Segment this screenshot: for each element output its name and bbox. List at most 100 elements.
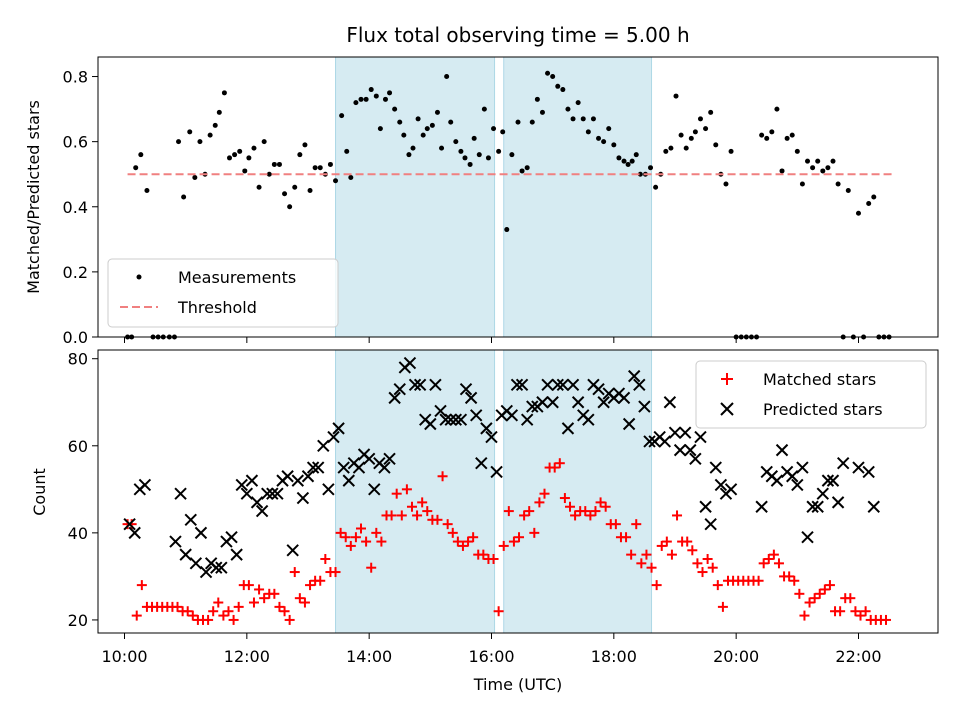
matched-point [340, 532, 351, 543]
matched-point [707, 562, 718, 573]
measurement-point [439, 145, 445, 151]
matched-point [417, 497, 428, 508]
predicted-point [770, 474, 784, 487]
matched-point [753, 575, 764, 586]
measurement-point [227, 155, 233, 161]
measurement-point [287, 204, 293, 210]
y-tick-label: 0.4 [63, 198, 88, 217]
measurement-point [708, 109, 714, 115]
predicted-point [678, 426, 692, 439]
top-axes-frame [97, 56, 939, 338]
matched-point [478, 549, 489, 560]
measurement-point [382, 96, 388, 102]
measurement-point [774, 106, 780, 112]
top-y-ticks: 0.0 0.2 0.4 0.6 0.8 [63, 68, 98, 347]
measurement-point [529, 119, 535, 125]
measurement-point [424, 126, 430, 132]
matched-point [447, 527, 458, 538]
bottom-marks [122, 356, 892, 625]
matched-point [702, 553, 713, 564]
measurement-point [779, 168, 785, 174]
measurement-point [789, 132, 795, 138]
measurement-point [585, 129, 591, 135]
predicted-point [806, 500, 819, 513]
matched-point [386, 510, 397, 521]
predicted-point [306, 461, 320, 474]
measurement-point [534, 96, 540, 102]
matched-point [391, 488, 402, 499]
matched-point [626, 549, 637, 560]
measurement-point [312, 165, 318, 171]
matched-point [641, 549, 652, 560]
measurement-point [373, 93, 379, 99]
matched-point [860, 606, 871, 617]
predicted-point [597, 396, 610, 409]
matched-point [259, 593, 270, 604]
matched-point [799, 610, 810, 621]
measurement-point [769, 129, 775, 135]
matched-point [315, 575, 326, 586]
predicted-point [169, 535, 182, 548]
x-tick-label: 12:00 [224, 647, 270, 666]
predicted-point [831, 496, 845, 509]
measurement-point [637, 171, 643, 177]
x-tick-label: 22:00 [835, 647, 881, 666]
predicted-point [322, 483, 335, 496]
measurement-point [276, 161, 282, 167]
matched-point [636, 558, 647, 569]
matched-point [717, 601, 728, 612]
matched-point [600, 501, 611, 512]
measurement-point [429, 122, 435, 128]
predicted-point [189, 557, 203, 570]
top-marks [125, 70, 896, 340]
matched-point [350, 532, 361, 543]
measurement-point [629, 158, 635, 164]
measurement-point [728, 148, 734, 154]
measurement-point [138, 152, 144, 158]
predicted-point [317, 439, 330, 452]
predicted-point [709, 461, 722, 474]
measurement-point [830, 158, 836, 164]
measurement-point [539, 109, 545, 115]
matched-point [773, 558, 784, 569]
matched-point [345, 540, 356, 551]
matched-point [824, 580, 835, 591]
measurement-point [476, 152, 482, 158]
predicted-point [510, 378, 524, 392]
matched-point [763, 553, 774, 564]
measurement-point [266, 171, 272, 177]
measurement-point [673, 93, 679, 99]
measurement-point [261, 139, 267, 145]
measurement-point [397, 119, 403, 125]
matched-point [228, 614, 239, 625]
measurement-point [723, 181, 729, 187]
matched-point [804, 597, 815, 608]
bottom-legend-box [695, 360, 927, 429]
matched-point [437, 471, 448, 482]
matched-point [131, 610, 142, 621]
matched-point [590, 506, 601, 517]
matched-point [692, 558, 703, 569]
predicted-point [291, 474, 305, 487]
matched-point [845, 593, 856, 604]
legend-matched-label: Matched stars [763, 370, 876, 389]
measurement-point [144, 187, 150, 193]
matched-point [320, 553, 331, 564]
measurement-point [519, 168, 525, 174]
matched-point [539, 488, 550, 499]
matched-point [656, 540, 667, 551]
matched-point [508, 536, 519, 547]
measurement-point [653, 184, 659, 190]
matched-point [534, 497, 545, 508]
predicted-point [633, 378, 646, 392]
bottom-legend: Matched stars Predicted stars [695, 360, 927, 429]
x-tick-label: 16:00 [468, 647, 514, 666]
measurement-point [348, 174, 354, 180]
matched-point [687, 545, 698, 556]
predicted-point [658, 435, 672, 448]
x-tick-label: 10:00 [101, 647, 147, 666]
matched-point [789, 575, 800, 586]
predicted-point [704, 517, 717, 531]
matched-point [223, 606, 234, 617]
matched-point [850, 606, 861, 617]
